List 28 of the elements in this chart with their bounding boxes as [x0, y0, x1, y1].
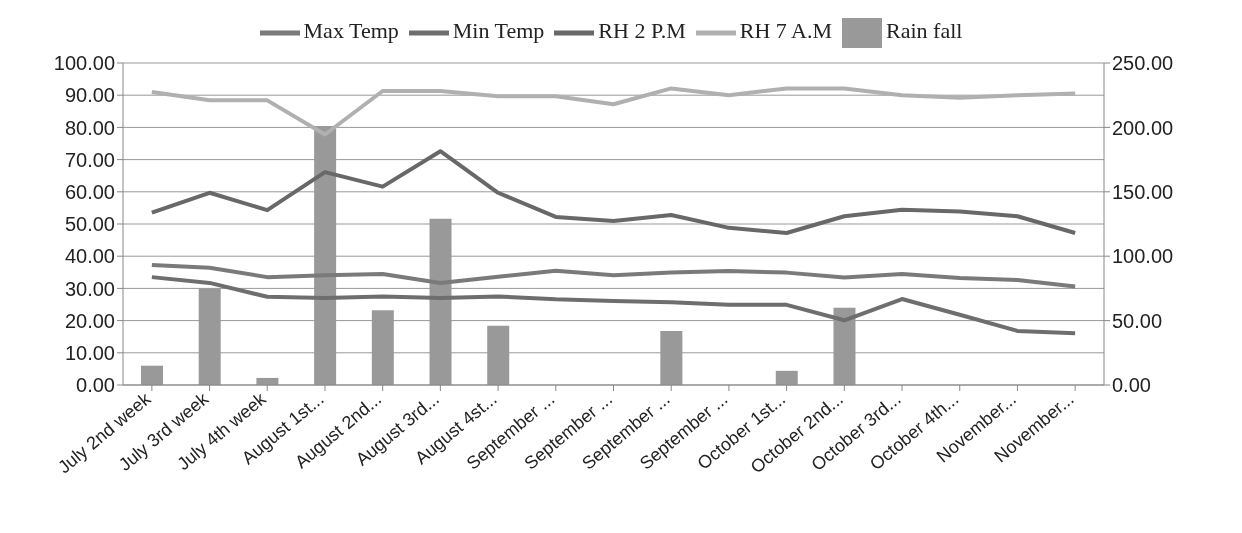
- bar: [141, 365, 163, 385]
- legend-label: RH 7 A.M: [739, 18, 833, 44]
- line-series: [149, 86, 1078, 137]
- y-tick-label: 30.00: [64, 277, 115, 300]
- y2-tick-label: 50.00: [1112, 309, 1163, 332]
- y2-tick-label: 100.00: [1112, 245, 1174, 268]
- y-tick-label: 80.00: [64, 116, 115, 139]
- legend-label: Rain fall: [886, 18, 963, 44]
- y2-tick-label: 150.00: [1112, 180, 1174, 203]
- y2-tick-label: 0.00: [1112, 374, 1151, 397]
- y-tick-label: 0.00: [76, 374, 115, 397]
- y-tick-label: 40.00: [64, 245, 115, 268]
- line-series: [149, 262, 1078, 289]
- y-tick-label: 70.00: [64, 148, 115, 171]
- bar: [775, 370, 798, 385]
- line-series: [149, 149, 1078, 236]
- y-tick-label: 60.00: [64, 180, 115, 203]
- y-tick-label: 100.00: [53, 52, 115, 75]
- legend-label: Min Temp: [452, 18, 545, 44]
- y-tick-label: 90.00: [64, 84, 115, 107]
- y-tick-label: 50.00: [64, 213, 115, 236]
- line-series: [149, 275, 1078, 336]
- y-tick-label: 20.00: [64, 309, 115, 332]
- y2-tick-label: 250.00: [1112, 52, 1174, 75]
- y-tick-label: 10.00: [64, 341, 115, 364]
- y2-tick-label: 200.00: [1112, 116, 1174, 139]
- legend-label: RH 2 P.M: [598, 18, 686, 44]
- legend-label: Max Temp: [303, 18, 399, 44]
